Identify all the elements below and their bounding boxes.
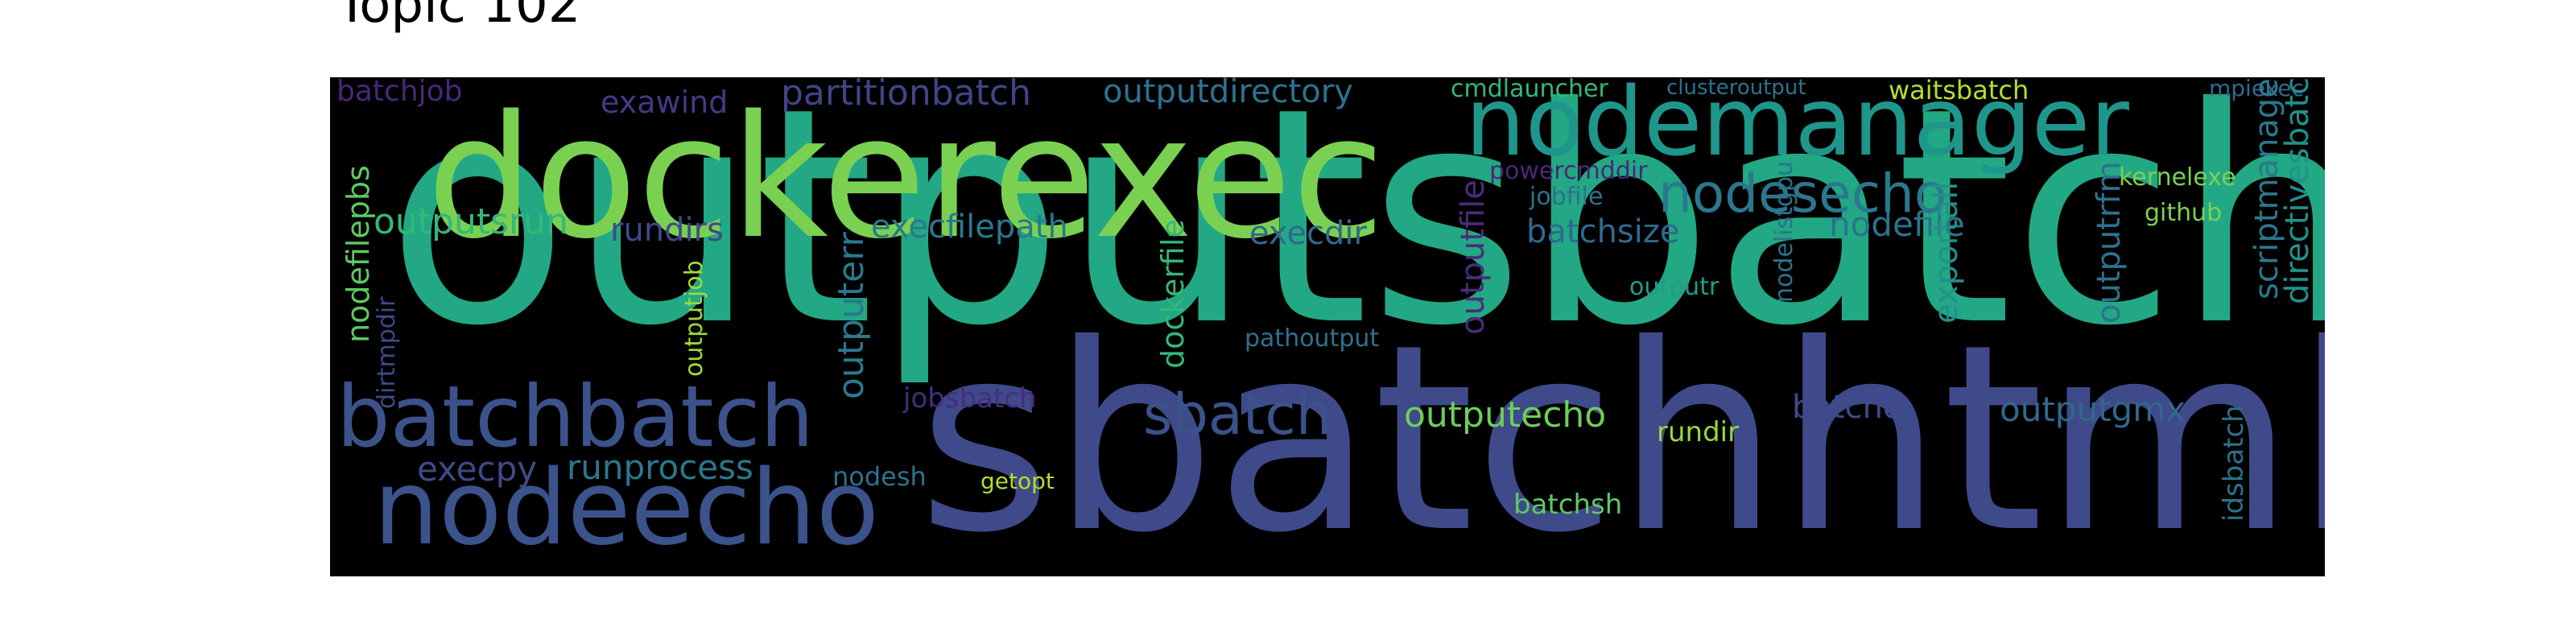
word: outputgmx: [2000, 390, 2186, 429]
word: outputsrun: [374, 201, 568, 242]
word: execfilepath: [871, 208, 1068, 246]
word: directivesbatch: [2279, 77, 2316, 304]
word: exawind: [601, 85, 729, 120]
word: batchjob: [336, 77, 463, 108]
word: sbatch: [1143, 382, 1332, 448]
chart-title: Topic 102: [336, 0, 581, 35]
word: nodesecho: [1658, 163, 1947, 225]
word: clusteroutput: [1666, 77, 1806, 100]
word: execdir: [1249, 215, 1367, 252]
word: jobfile: [1530, 183, 1604, 211]
word: nodemanager: [1465, 77, 2129, 177]
word: execpy: [417, 449, 538, 489]
word: exportall: [1928, 181, 1965, 324]
word-cloud: outputsbatch sbatchhtml dockerexec nodem…: [330, 77, 2325, 576]
word: waitsbatch: [1889, 77, 2029, 105]
word: mpiexec: [2209, 77, 2304, 101]
word: batchq: [1792, 389, 1904, 426]
word: outputjob: [680, 260, 708, 377]
word: outputsbatch: [386, 77, 2325, 391]
word: jobsbatch: [903, 382, 1037, 415]
word: cmdlauncher: [1451, 77, 1608, 103]
word: batchsh: [1513, 489, 1623, 521]
word: rundir: [1657, 416, 1740, 448]
word: outputerr: [831, 232, 872, 399]
word: idsbatch: [2218, 405, 2250, 522]
word: dockerfile: [1155, 219, 1191, 369]
word: runprocess: [567, 448, 753, 487]
word: outputfile: [1455, 180, 1492, 335]
word: nodefile: [1829, 204, 1965, 244]
word: nodefilepbs: [341, 165, 376, 343]
word: sbatchhtml: [918, 290, 2325, 576]
word: outputr: [1629, 273, 1719, 301]
word: scriptmanager: [2248, 77, 2285, 299]
word: nodesh: [832, 461, 927, 492]
word: batchsize: [1526, 213, 1680, 250]
word: batchbatch: [336, 368, 814, 466]
word: dirtmpdir: [373, 296, 401, 409]
word: kernelexe: [2119, 163, 2236, 192]
word: rundirs: [610, 212, 724, 249]
word: dockerexec: [427, 79, 1385, 276]
word: nodelistgpu: [1770, 160, 1798, 303]
word: partitionbatch: [781, 77, 1031, 114]
word: outputecho: [1404, 394, 1607, 436]
word: outputrfm: [2091, 161, 2128, 324]
word: github: [2145, 199, 2223, 227]
word: pathoutput: [1245, 324, 1380, 353]
word: outputdirectory: [1103, 77, 1353, 110]
word: nodeecho: [374, 448, 879, 568]
word: powercmddir: [1489, 157, 1648, 185]
word: getopt: [980, 468, 1055, 494]
